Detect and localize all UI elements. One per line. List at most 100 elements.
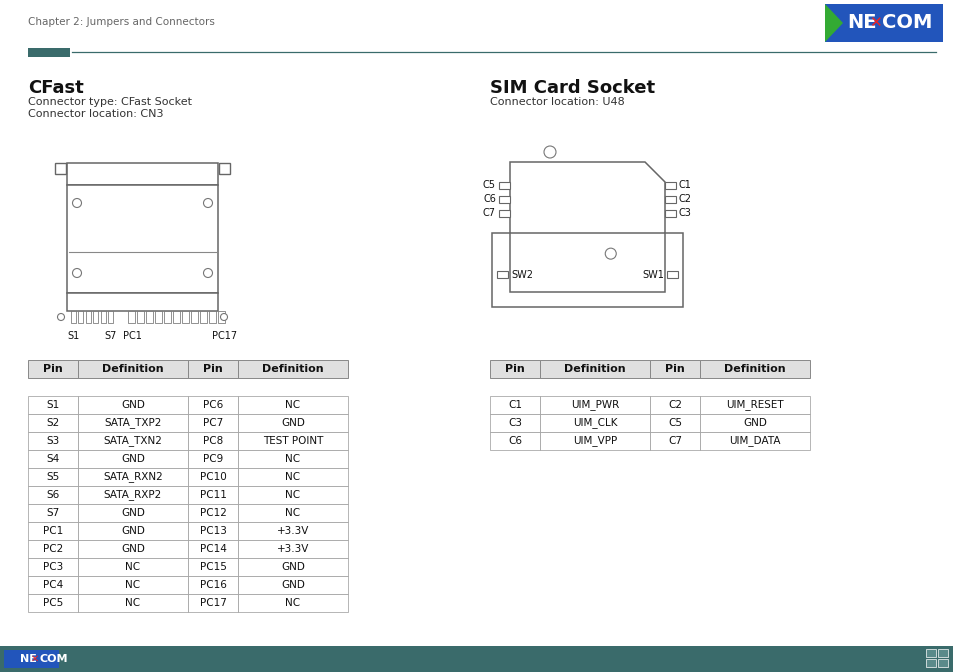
Text: UIM_CLK: UIM_CLK	[572, 417, 617, 429]
Text: Pin: Pin	[203, 364, 223, 374]
Bar	[28, 558, 78, 576]
Bar	[188, 414, 237, 432]
Text: 14: 14	[470, 651, 483, 661]
Text: NC: NC	[285, 454, 300, 464]
Bar	[188, 450, 237, 468]
Bar	[498, 182, 510, 189]
Text: C6: C6	[507, 436, 521, 446]
Text: Chapter 2: Jumpers and Connectors: Chapter 2: Jumpers and Connectors	[28, 17, 214, 27]
Bar	[182, 311, 189, 323]
Bar	[237, 432, 348, 450]
Bar	[490, 396, 539, 414]
Bar	[78, 450, 188, 468]
Bar	[28, 450, 78, 468]
Bar	[28, 48, 70, 57]
Bar	[109, 311, 113, 323]
Text: NC: NC	[125, 562, 140, 572]
Text: PC7: PC7	[203, 418, 223, 428]
Bar	[700, 432, 809, 450]
Text: C3: C3	[507, 418, 521, 428]
Text: UIM_VPP: UIM_VPP	[572, 435, 617, 446]
Text: Copyright © 2015 NEXCOM International Co., Ltd. All Rights Reserved.: Copyright © 2015 NEXCOM International Co…	[8, 651, 327, 661]
Bar	[490, 360, 539, 378]
Bar	[191, 311, 198, 323]
Bar	[218, 311, 225, 323]
Text: NC: NC	[285, 490, 300, 500]
Text: Definition: Definition	[723, 364, 785, 374]
Bar	[649, 396, 700, 414]
Text: S2: S2	[47, 418, 59, 428]
Text: Pin: Pin	[43, 364, 63, 374]
Bar	[188, 504, 237, 522]
Bar	[78, 414, 188, 432]
Polygon shape	[824, 4, 842, 42]
Bar	[78, 522, 188, 540]
Text: GND: GND	[281, 418, 305, 428]
Text: PC1: PC1	[122, 331, 141, 341]
Text: CFast: CFast	[28, 79, 84, 97]
Text: GND: GND	[121, 400, 145, 410]
Bar	[188, 432, 237, 450]
Text: ✕: ✕	[868, 15, 881, 30]
Bar	[164, 311, 171, 323]
Bar	[128, 311, 135, 323]
Bar	[188, 594, 237, 612]
Bar	[4, 650, 59, 668]
Bar	[28, 486, 78, 504]
Bar	[188, 360, 237, 378]
Text: ✕: ✕	[30, 654, 39, 664]
Text: PC11: PC11	[199, 490, 226, 500]
Text: PC6: PC6	[203, 400, 223, 410]
Text: UIM_PWR: UIM_PWR	[570, 400, 618, 411]
Text: TEST POINT: TEST POINT	[262, 436, 323, 446]
Bar	[649, 432, 700, 450]
Text: PC9: PC9	[203, 454, 223, 464]
Text: SIM Card Socket: SIM Card Socket	[490, 79, 655, 97]
Bar	[0, 646, 953, 672]
Text: Connector location: CN3: Connector location: CN3	[28, 109, 163, 119]
Text: PC13: PC13	[199, 526, 226, 536]
Text: SATA_RXN2: SATA_RXN2	[103, 472, 163, 482]
Text: S6: S6	[47, 490, 59, 500]
Text: GND: GND	[742, 418, 766, 428]
Bar	[188, 486, 237, 504]
Bar	[71, 311, 76, 323]
Bar	[78, 594, 188, 612]
Bar	[78, 504, 188, 522]
Text: S3: S3	[47, 436, 59, 446]
Text: PC10: PC10	[199, 472, 226, 482]
Text: C5: C5	[482, 181, 496, 190]
Bar	[78, 432, 188, 450]
Text: NC: NC	[125, 598, 140, 608]
Bar	[28, 522, 78, 540]
Bar	[28, 414, 78, 432]
Text: COM: COM	[40, 654, 69, 664]
Bar	[925, 659, 935, 667]
Bar	[188, 558, 237, 576]
Text: GND: GND	[281, 580, 305, 590]
Text: S7: S7	[105, 331, 117, 341]
Text: PC1: PC1	[43, 526, 63, 536]
Text: S1: S1	[47, 400, 59, 410]
Bar	[490, 432, 539, 450]
Circle shape	[543, 146, 556, 158]
Bar	[237, 522, 348, 540]
Text: C1: C1	[507, 400, 521, 410]
Text: NC: NC	[285, 400, 300, 410]
Circle shape	[72, 198, 81, 208]
Bar	[497, 271, 507, 278]
Bar	[137, 311, 144, 323]
Bar	[78, 540, 188, 558]
Text: C3: C3	[679, 208, 691, 218]
Bar	[925, 649, 935, 657]
Text: UIM_RESET: UIM_RESET	[725, 400, 783, 411]
Text: Definition: Definition	[262, 364, 323, 374]
Text: Pin: Pin	[504, 364, 524, 374]
Text: PC4: PC4	[43, 580, 63, 590]
Text: UIM_DATA: UIM_DATA	[728, 435, 780, 446]
Text: NC: NC	[125, 580, 140, 590]
Bar	[498, 210, 510, 217]
Bar	[649, 360, 700, 378]
Bar	[700, 360, 809, 378]
Bar	[237, 540, 348, 558]
